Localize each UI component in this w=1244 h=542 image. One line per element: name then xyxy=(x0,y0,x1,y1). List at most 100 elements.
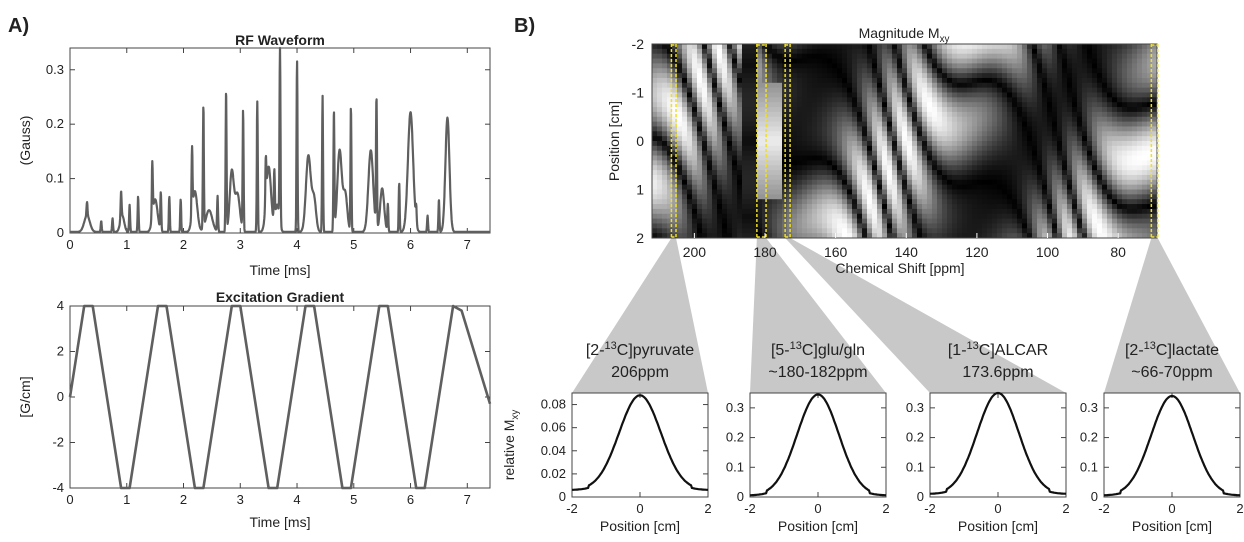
heatmap-cell xyxy=(1007,174,1013,181)
heatmap-cell xyxy=(747,68,753,74)
heatmap-cell xyxy=(1107,204,1113,210)
heatmap-cell xyxy=(862,136,868,142)
heatmap-cell xyxy=(922,92,928,98)
heatmap-cell xyxy=(887,77,893,84)
heatmap-cell xyxy=(667,170,673,176)
heatmap-cell xyxy=(1112,116,1118,123)
heatmap-cell xyxy=(1132,131,1138,137)
heatmap-cell xyxy=(1087,111,1093,118)
heatmap-cell xyxy=(742,233,748,238)
heatmap-cell xyxy=(807,155,813,161)
heatmap-cell xyxy=(692,107,698,113)
heatmap-cell xyxy=(717,218,723,225)
heatmap-cell xyxy=(1152,126,1157,132)
heatmap-cell xyxy=(697,58,703,64)
heatmap-cell xyxy=(992,53,998,60)
heatmap-cell xyxy=(687,77,693,84)
heatmap-cell xyxy=(862,126,868,132)
heatmap-cell xyxy=(782,189,788,195)
heatmap-cell xyxy=(972,184,978,191)
heatmap-cell xyxy=(707,97,713,103)
heatmap-cell xyxy=(1037,189,1043,195)
heatmap-cell xyxy=(682,48,688,55)
heatmap-cell xyxy=(687,199,693,205)
heatmap-cell xyxy=(722,131,728,137)
heatmap-cell xyxy=(742,92,748,98)
heatmap-cell xyxy=(772,213,778,220)
heatmap-cell xyxy=(687,155,693,161)
heatmap-cell xyxy=(847,179,853,186)
heatmap-cell xyxy=(1087,208,1093,215)
heatmap-cell xyxy=(947,155,953,161)
heatmap-cell xyxy=(1042,189,1048,195)
heatmap-cell xyxy=(1027,155,1033,161)
heatmap-cell xyxy=(802,102,808,108)
heatmap-cell xyxy=(1037,92,1043,98)
heatmap-cell xyxy=(1112,121,1118,128)
heatmap-cell xyxy=(1082,107,1088,113)
heatmap-cell xyxy=(1037,68,1043,74)
heatmap-cell xyxy=(1017,63,1023,69)
heatmap-cell xyxy=(777,189,783,195)
heatmap-cell xyxy=(872,53,878,60)
heatmap-cell xyxy=(877,77,883,84)
heatmap-cell xyxy=(927,189,933,195)
heatmap-cell xyxy=(1097,155,1103,161)
heatmap-cell xyxy=(1012,97,1018,103)
heatmap-cell xyxy=(672,53,678,60)
heatmap-cell xyxy=(1087,107,1093,113)
heatmap-cell xyxy=(1037,58,1043,64)
heatmap-cell xyxy=(1067,92,1073,98)
heatmap-cell xyxy=(737,44,743,50)
heatmap-cell xyxy=(1012,184,1018,191)
heatmap-cell xyxy=(902,160,908,166)
heatmap-cell xyxy=(737,58,743,64)
heatmap-cell xyxy=(832,58,838,64)
heatmap-cell xyxy=(1122,126,1128,132)
heatmap-cell xyxy=(1132,136,1138,142)
heatmap-cell xyxy=(942,102,948,108)
heatmap-cell xyxy=(732,233,738,238)
heatmap-cell xyxy=(812,73,818,79)
heatmap-cell xyxy=(1047,136,1053,142)
heatmap-cell xyxy=(662,48,668,55)
heatmap-cell xyxy=(922,218,928,225)
heatmap-cell xyxy=(977,208,983,215)
heatmap-cell xyxy=(792,233,798,238)
heatmap-cell xyxy=(1132,170,1138,176)
heatmap-cell xyxy=(962,111,968,118)
heatmap-cell xyxy=(1117,170,1123,176)
heatmap-cell xyxy=(962,63,968,69)
heatmap-cell xyxy=(757,63,763,69)
heatmap-cell xyxy=(1022,204,1028,210)
heatmap-cell xyxy=(842,116,848,123)
heatmap-cell xyxy=(992,87,998,94)
heatmap-cell xyxy=(927,199,933,205)
heatmap-cell xyxy=(987,208,993,215)
heatmap-cell xyxy=(942,150,948,157)
heatmap-cell xyxy=(877,97,883,103)
heatmap-cell xyxy=(777,204,783,210)
heatmap-cell xyxy=(737,73,743,79)
heatmap-cell xyxy=(1097,58,1103,64)
heatmap-cell xyxy=(1122,92,1128,98)
heatmap-cell xyxy=(807,68,813,74)
heatmap-cell xyxy=(1007,82,1013,89)
heatmap-cell xyxy=(742,150,748,157)
heatmap-cell xyxy=(902,48,908,55)
heatmap-cell xyxy=(992,136,998,142)
heatmap-cell xyxy=(1067,111,1073,118)
heatmap-cell xyxy=(867,184,873,191)
heatmap-cell xyxy=(902,77,908,84)
heatmap-cell xyxy=(952,208,958,215)
heatmap-cell xyxy=(1152,116,1157,123)
heatmap-cell xyxy=(797,102,803,108)
heatmap-cell xyxy=(1067,68,1073,74)
heatmap-cell xyxy=(737,48,743,55)
heatmap-cell xyxy=(727,102,733,108)
heatmap-cell xyxy=(1102,92,1108,98)
heatmap-cell xyxy=(812,131,818,137)
heatmap-cell xyxy=(937,111,943,118)
heatmap-cell xyxy=(1087,131,1093,137)
heatmap-cell xyxy=(652,97,658,103)
